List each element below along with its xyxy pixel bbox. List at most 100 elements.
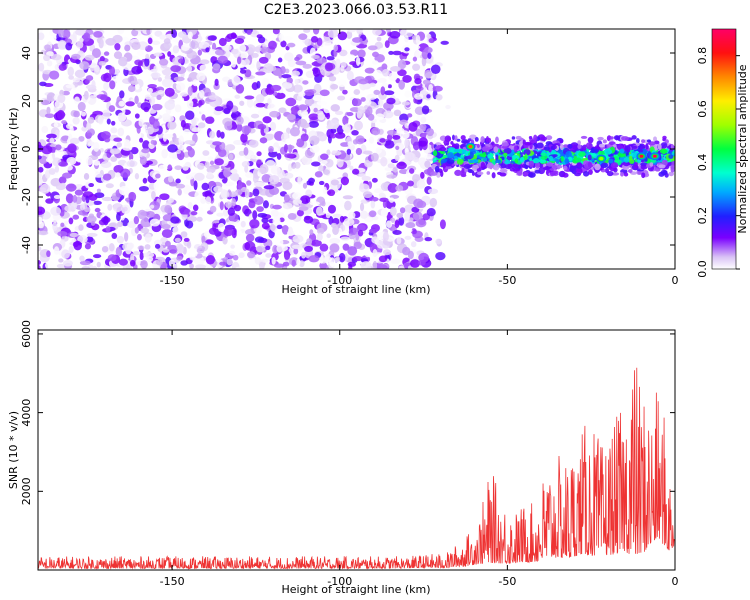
heat-cell — [610, 162, 619, 169]
heat-cell — [149, 96, 156, 106]
heat-cell — [411, 206, 420, 213]
heat-cell — [340, 65, 345, 72]
heat-cell — [300, 195, 311, 204]
heat-cell — [125, 101, 135, 107]
heat-cell — [159, 58, 169, 66]
heat-cell — [231, 48, 239, 55]
heat-cell — [54, 147, 64, 158]
heat-cell — [38, 216, 43, 225]
heat-cell — [238, 44, 247, 53]
heat-cell — [109, 66, 116, 76]
heat-cell — [367, 45, 378, 51]
heat-cell — [207, 106, 215, 114]
heat-cell — [45, 261, 55, 269]
heat-cell — [309, 229, 314, 236]
heat-cell — [142, 124, 148, 130]
heat-cell — [263, 63, 274, 74]
heat-cell — [446, 152, 455, 159]
heat-cell — [337, 31, 348, 41]
heat-cell — [388, 50, 394, 55]
heat-cell — [265, 160, 276, 169]
heat-cell — [155, 173, 161, 179]
heat-cell — [161, 78, 173, 88]
heat-cell — [317, 112, 325, 121]
heat-cell — [206, 166, 216, 174]
heat-cell — [161, 148, 168, 159]
heat-cell — [41, 99, 50, 106]
heat-cell — [364, 249, 372, 258]
heat-cell — [454, 135, 458, 141]
heat-cell — [64, 205, 75, 212]
heat-cell — [127, 221, 137, 229]
heat-cell — [41, 125, 49, 134]
heat-cell — [424, 153, 434, 160]
heat-cell — [115, 246, 122, 257]
heat-cell — [173, 76, 185, 82]
heat-cell — [150, 139, 155, 145]
heat-cell — [283, 250, 291, 261]
heat-cell — [528, 135, 533, 140]
heat-cell — [111, 232, 118, 240]
heat-cell — [582, 170, 590, 177]
heat-cell — [147, 37, 153, 45]
heat-cell — [432, 85, 443, 92]
heat-cell — [209, 205, 217, 213]
heat-cell — [574, 172, 582, 177]
heat-cell — [111, 120, 116, 126]
heat-cell — [329, 237, 341, 245]
heat-cell — [291, 244, 302, 249]
heat-cell — [255, 102, 266, 108]
snr-series-line — [38, 367, 675, 570]
heat-cell — [289, 126, 300, 137]
heat-cell — [156, 94, 162, 101]
heat-cell — [151, 190, 156, 200]
heat-cell — [575, 157, 582, 163]
heat-cell — [117, 29, 125, 35]
heat-cell — [572, 144, 579, 150]
heat-cell — [316, 37, 323, 47]
heat-cell — [387, 163, 395, 169]
heat-cell — [366, 106, 373, 116]
heat-cell — [196, 72, 206, 82]
heat-cell — [174, 237, 181, 243]
heat-cell — [38, 32, 45, 41]
heat-cell — [415, 34, 421, 45]
heat-cell — [385, 220, 393, 229]
heat-cell — [259, 163, 269, 174]
heat-cell — [352, 98, 362, 107]
heat-cell — [369, 136, 375, 144]
heat-cell — [481, 146, 490, 152]
heat-cell — [384, 166, 395, 172]
heat-cell — [134, 173, 140, 180]
heat-cell — [329, 257, 336, 267]
heat-cell — [282, 202, 293, 210]
heat-cell — [177, 58, 184, 64]
heat-cell — [372, 60, 379, 65]
heat-cell — [119, 266, 124, 269]
heat-cell — [181, 43, 190, 52]
heat-cell — [300, 122, 310, 129]
heat-cell — [298, 206, 309, 211]
heat-cell — [464, 167, 468, 173]
heat-cell — [85, 157, 93, 166]
heat-cell — [334, 110, 344, 115]
heat-cell — [52, 221, 58, 232]
heat-cell — [58, 161, 69, 167]
heat-cell — [435, 94, 443, 101]
heat-cell — [451, 134, 456, 141]
heat-cell — [332, 225, 339, 235]
heat-cell — [172, 154, 178, 160]
heat-cell — [172, 45, 180, 54]
heat-cell — [213, 185, 223, 193]
heat-cell — [380, 86, 386, 96]
heat-cell — [124, 231, 129, 242]
heat-cell — [57, 231, 68, 237]
heat-cell — [424, 237, 433, 242]
heat-cell — [199, 64, 208, 72]
heat-cell — [504, 159, 511, 165]
heat-cell — [141, 148, 150, 154]
heat-cell — [246, 180, 252, 186]
heat-cell — [189, 40, 199, 50]
heat-cell — [136, 233, 142, 241]
heat-cell — [384, 40, 390, 48]
